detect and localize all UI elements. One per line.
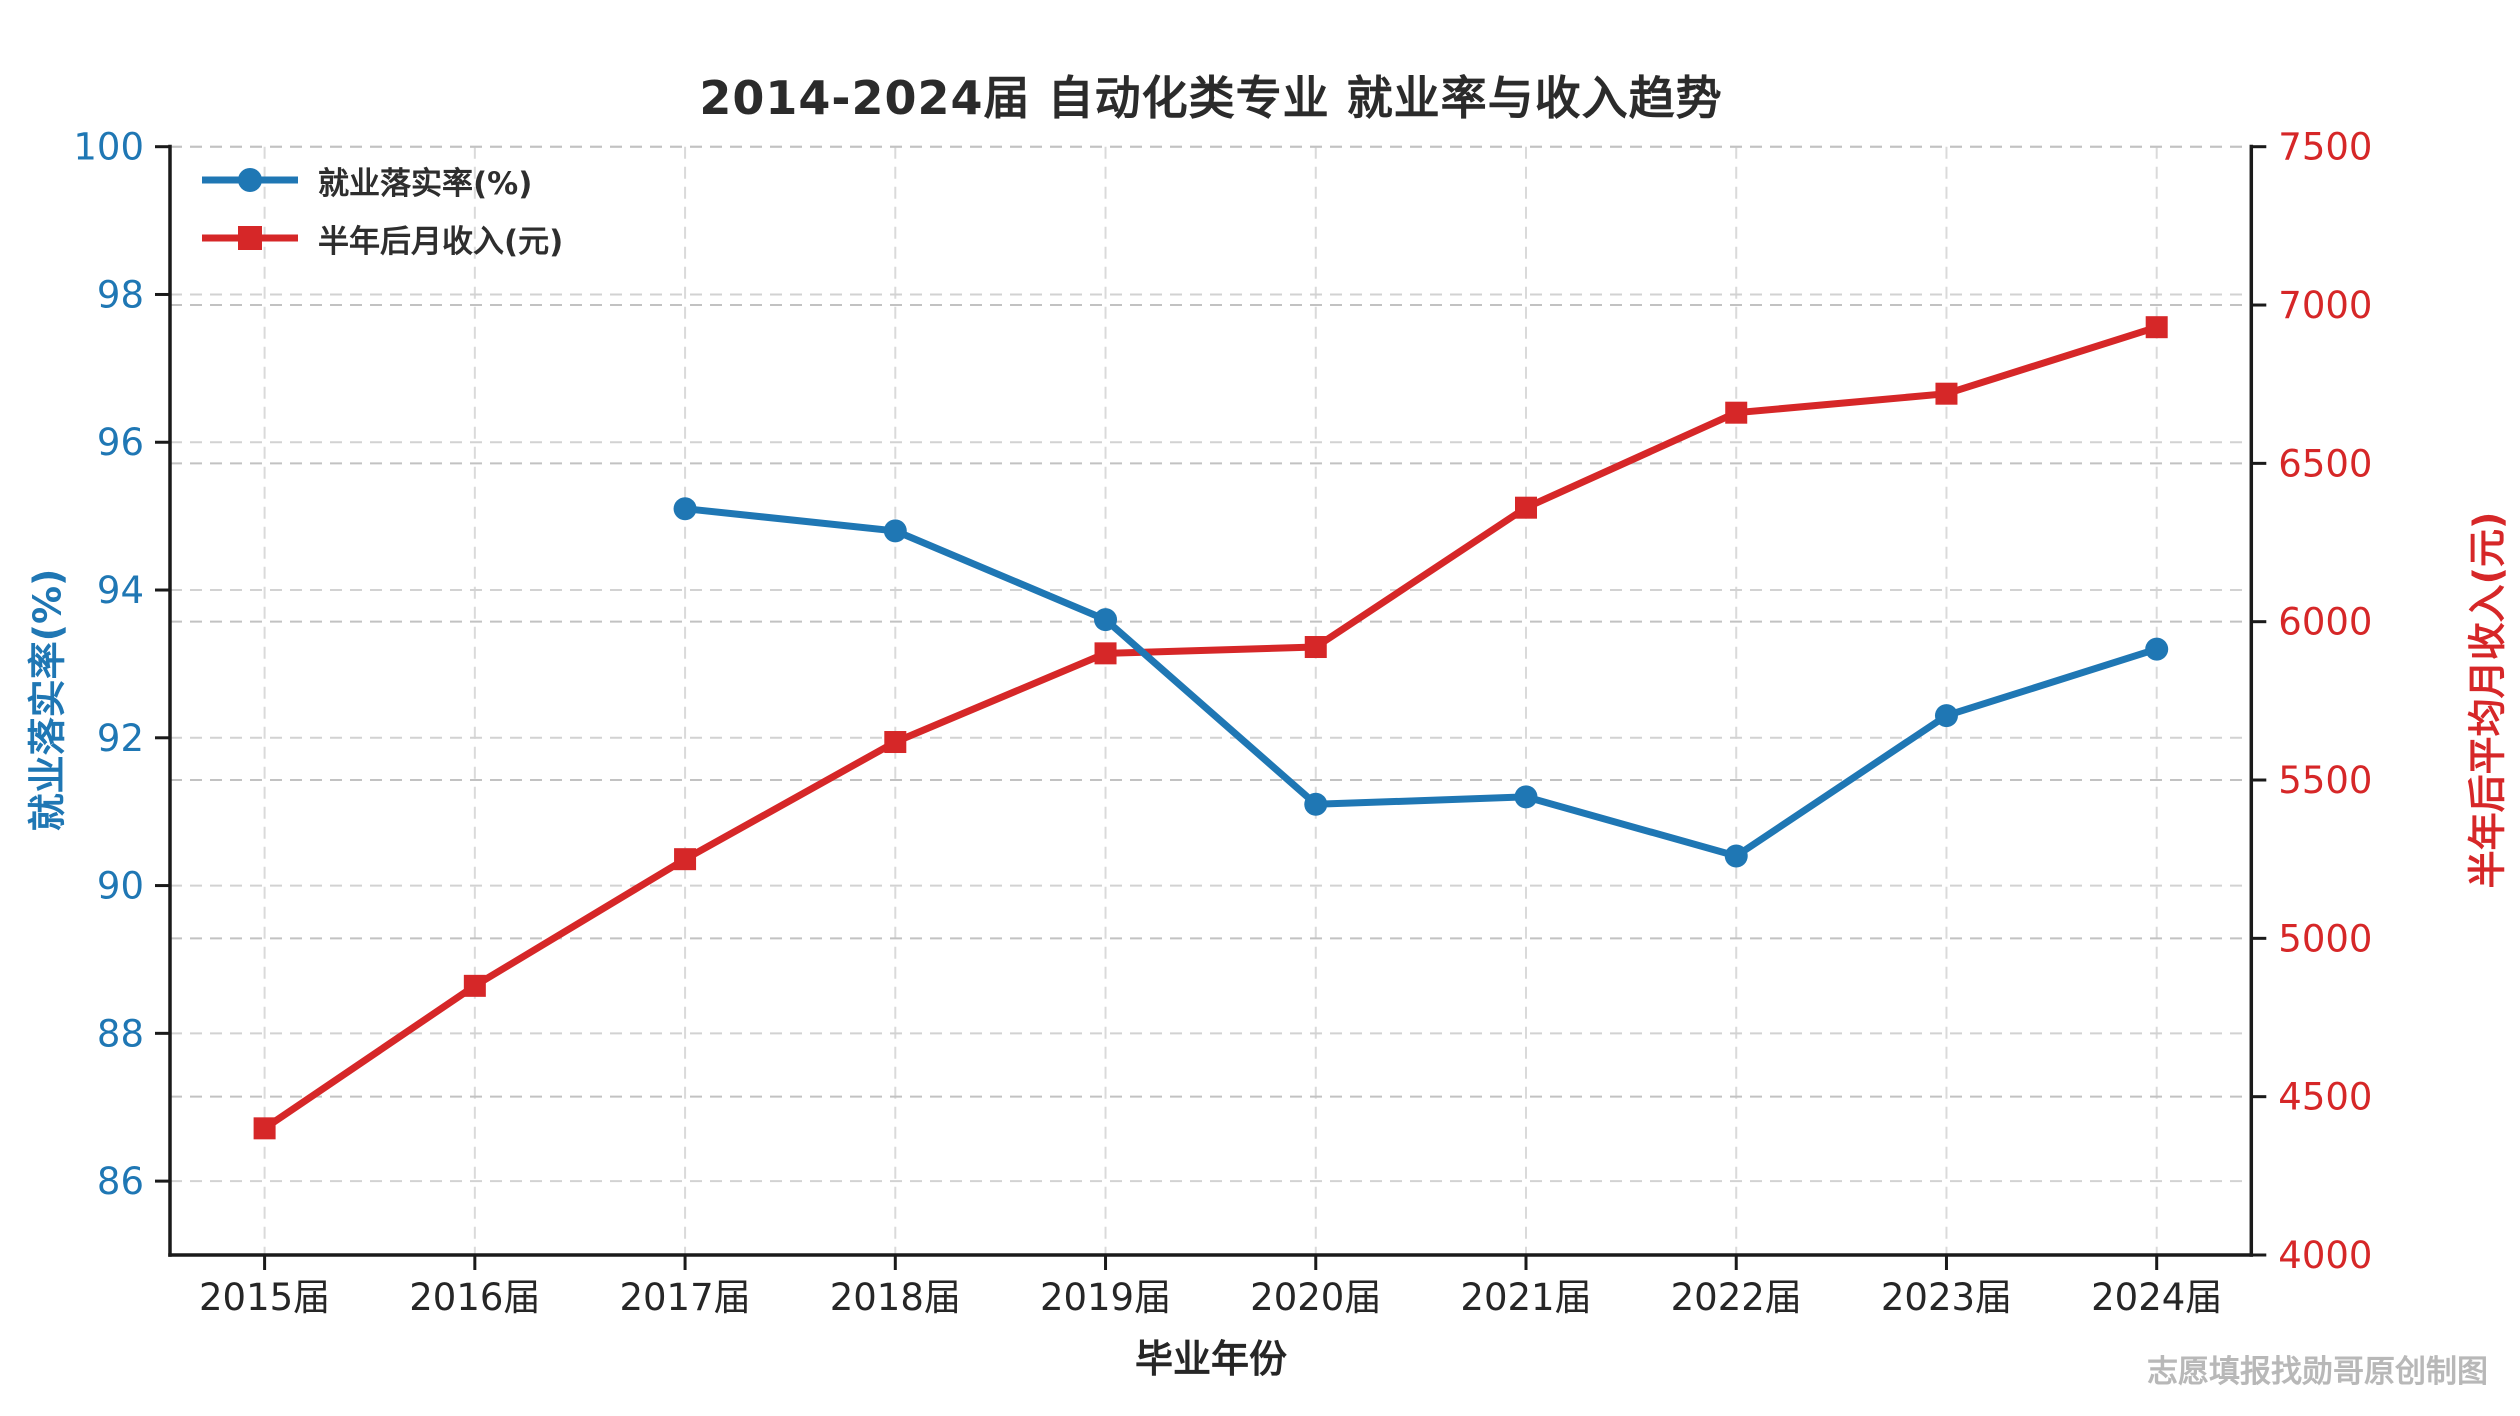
right-y-tick-label: 7500 xyxy=(2278,126,2372,169)
left-y-tick-label: 90 xyxy=(97,865,144,908)
data-point-employment-rate-2024届 xyxy=(2145,637,2169,661)
data-point-monthly-income-2017届 xyxy=(674,848,697,871)
data-point-monthly-income-2016届 xyxy=(463,974,486,997)
data-point-employment-rate-2022届 xyxy=(1724,844,1748,868)
series-monthly-income xyxy=(253,316,2168,1140)
legend-label-employment-rate: 就业落实率(%) xyxy=(318,165,533,202)
data-point-employment-rate-2017届 xyxy=(673,497,697,521)
x-tick-label: 2020届 xyxy=(1250,1276,1381,1319)
x-tick-label: 2019届 xyxy=(1040,1276,1171,1319)
data-point-monthly-income-2019届 xyxy=(1094,642,1117,665)
data-point-monthly-income-2022届 xyxy=(1725,401,1748,424)
right-y-tick-label: 5500 xyxy=(2278,759,2372,802)
data-point-monthly-income-2018届 xyxy=(884,731,907,754)
series-employment-rate xyxy=(673,497,2169,868)
data-point-employment-rate-2019届 xyxy=(1094,608,1118,632)
left-tick-labels: 86 88 90 92 94 96 98 100 xyxy=(73,126,144,1203)
x-tick-label: 2017届 xyxy=(619,1276,750,1319)
left-y-tick-label: 94 xyxy=(97,569,144,612)
right-y-tick-label: 6000 xyxy=(2278,601,2372,644)
watermark: 志愿填报找勋哥原创制图 xyxy=(2147,1354,2488,1390)
right-y-tick-label: 7000 xyxy=(2278,284,2372,327)
right-y-tick-label: 4500 xyxy=(2278,1076,2372,1119)
x-tick-label: 2024届 xyxy=(2091,1276,2222,1319)
x-tick-label: 2021届 xyxy=(1460,1276,1591,1319)
legend-item-employment-rate: 就业落实率(%) xyxy=(198,158,563,202)
axis-ticks xyxy=(155,145,2267,1270)
left-y-tick-label: 100 xyxy=(73,126,144,169)
data-point-monthly-income-2021届 xyxy=(1515,496,1537,519)
x-tick-label: 2016届 xyxy=(409,1276,540,1319)
data-point-monthly-income-2020届 xyxy=(1304,636,1327,659)
data-point-employment-rate-2020届 xyxy=(1304,792,1328,816)
data-point-monthly-income-2015届 xyxy=(253,1117,276,1140)
x-tick-label: 2022届 xyxy=(1671,1276,1802,1319)
data-point-monthly-income-2024届 xyxy=(2145,316,2168,339)
left-y-tick-label: 88 xyxy=(97,1012,144,1055)
right-axis-gridlines xyxy=(170,145,2252,1256)
x-gridlines xyxy=(263,146,2158,1255)
x-axis-label: 毕业年份 xyxy=(1134,1337,1287,1381)
data-point-employment-rate-2018届 xyxy=(883,519,907,543)
data-point-monthly-income-2023届 xyxy=(1935,382,1958,405)
left-y-axis-label: 就业落实率(%) xyxy=(25,568,70,832)
x-tick-label: 2015届 xyxy=(199,1276,330,1319)
legend-label-monthly-income: 半年后月收入(元) xyxy=(318,223,564,260)
right-y-tick-label: 5000 xyxy=(2278,917,2372,960)
right-y-tick-label: 4000 xyxy=(2278,1234,2372,1277)
legend-marker-line-square-icon xyxy=(202,226,298,250)
data-point-employment-rate-2023届 xyxy=(1934,704,1958,728)
left-y-tick-label: 86 xyxy=(97,1160,144,1203)
left-axis-gridlines xyxy=(170,145,2252,1183)
right-y-axis-label: 半年后平均月收入(元) xyxy=(2465,511,2510,889)
left-y-tick-label: 98 xyxy=(97,273,144,316)
x-tick-label: 2023届 xyxy=(1881,1276,2012,1319)
x-tick-labels: 2015届 2016届 2017届 2018届 2019届 2020届 2021届 2022届… xyxy=(199,1276,2222,1319)
series-line-employment-rate xyxy=(684,505,2158,860)
series-line-monthly-income xyxy=(262,323,2158,1132)
right-y-tick-label: 6500 xyxy=(2278,442,2372,485)
left-y-tick-label: 96 xyxy=(97,421,144,464)
legend-item-monthly-income: 半年后月收入(元) xyxy=(198,216,563,260)
right-tick-labels: 4000 4500 5000 5500 6000 6500 7000 7500 xyxy=(2278,126,2372,1277)
legend: 就业落实率(%) 半年后月收入(元) xyxy=(198,158,563,260)
left-y-tick-label: 92 xyxy=(97,717,144,760)
axis-spines xyxy=(168,144,2254,1257)
chart-title: 2014-2024届 自动化类专业 就业率与收入趋势 xyxy=(699,71,1723,125)
data-point-employment-rate-2021届 xyxy=(1514,785,1538,809)
legend-marker-line-circle-icon xyxy=(202,168,298,192)
x-tick-label: 2018届 xyxy=(830,1276,961,1319)
